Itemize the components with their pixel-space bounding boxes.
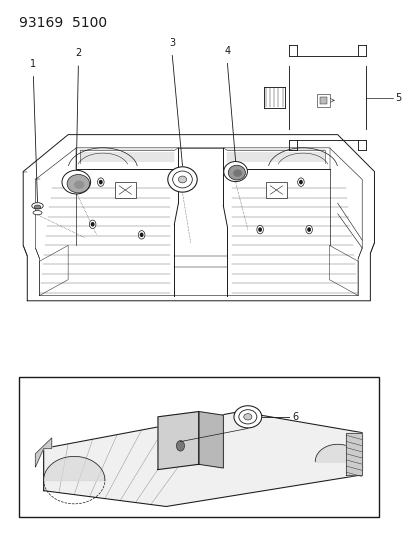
Circle shape (89, 220, 96, 229)
Ellipse shape (67, 174, 89, 193)
Text: 1: 1 (30, 59, 36, 69)
Circle shape (138, 231, 145, 239)
Circle shape (307, 228, 310, 231)
Text: 6: 6 (292, 412, 298, 422)
Ellipse shape (34, 205, 40, 209)
Ellipse shape (228, 165, 245, 180)
Bar (19, 377, 377, 517)
Text: 5: 5 (394, 93, 400, 103)
Bar (316, 94, 329, 107)
Bar (115, 182, 135, 198)
Polygon shape (158, 411, 198, 470)
Ellipse shape (62, 170, 90, 194)
Circle shape (299, 181, 301, 184)
Ellipse shape (33, 211, 42, 215)
Circle shape (258, 228, 261, 231)
Ellipse shape (178, 176, 186, 183)
Polygon shape (198, 411, 223, 468)
Text: 4: 4 (224, 45, 230, 55)
Ellipse shape (172, 171, 192, 188)
Circle shape (97, 178, 104, 187)
Text: 3: 3 (169, 38, 175, 47)
Circle shape (176, 441, 184, 451)
Circle shape (256, 225, 263, 234)
Ellipse shape (167, 167, 197, 192)
Ellipse shape (233, 169, 242, 177)
Polygon shape (43, 411, 361, 506)
Ellipse shape (243, 414, 252, 420)
Ellipse shape (238, 410, 256, 424)
Circle shape (100, 181, 102, 184)
Ellipse shape (74, 181, 84, 189)
Text: 2: 2 (75, 48, 81, 58)
Bar (319, 97, 326, 103)
Bar (266, 182, 286, 198)
Text: 93169  5100: 93169 5100 (19, 16, 107, 30)
Circle shape (140, 233, 142, 237)
Ellipse shape (32, 203, 43, 209)
Circle shape (297, 178, 304, 187)
Polygon shape (36, 438, 52, 467)
Ellipse shape (223, 161, 247, 182)
Polygon shape (345, 433, 361, 475)
Ellipse shape (233, 406, 261, 428)
Circle shape (305, 225, 312, 234)
Circle shape (91, 223, 94, 226)
